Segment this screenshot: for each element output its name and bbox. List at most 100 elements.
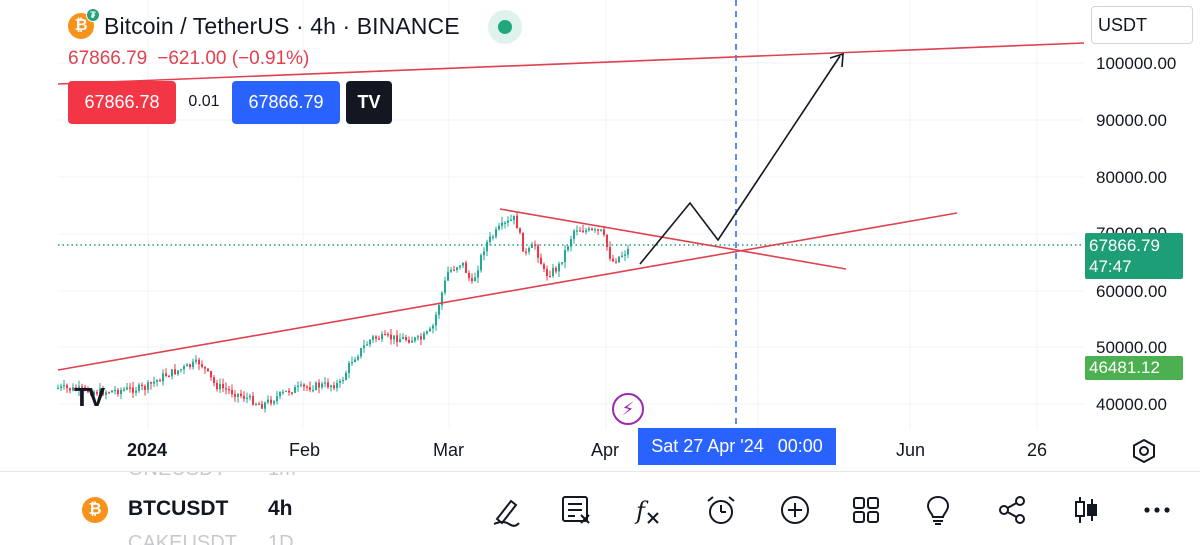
candle (543, 262, 545, 273)
candle-body (105, 392, 107, 395)
candle-body (417, 336, 419, 338)
last-price-value: 67866.79 (1089, 236, 1160, 255)
drawing-tool-button[interactable] (486, 490, 526, 530)
candle (540, 253, 542, 265)
candle (174, 364, 176, 376)
sell-button[interactable]: 67866.78 (68, 80, 176, 124)
crosshair-date-label: Sat 27 Apr '24 00:00 (638, 428, 836, 465)
candle (537, 243, 539, 263)
time-axis-label: Jun (896, 440, 926, 460)
symbol-picker-ghost-item[interactable]: CAKEUSDT (128, 532, 237, 545)
candle-body (621, 255, 623, 257)
candle-body (426, 331, 428, 334)
candle-body (507, 220, 509, 223)
timeframe-picker-ghost-item[interactable]: 1m (268, 472, 296, 481)
candle-body (216, 382, 218, 390)
candle (402, 333, 404, 340)
candlestick-series (57, 211, 629, 413)
candle-body (387, 334, 389, 336)
lightning-icon[interactable]: ⚡ (612, 393, 644, 425)
ideas-button[interactable] (918, 490, 958, 530)
candle (309, 381, 311, 393)
candle (555, 266, 557, 274)
layout-grid-icon (853, 497, 879, 523)
text-note-button[interactable] (556, 490, 596, 530)
candle (489, 231, 491, 246)
candle (570, 235, 572, 252)
candle-body (249, 395, 251, 398)
market-status-indicator[interactable] (488, 10, 522, 44)
candle (495, 226, 497, 239)
candle (462, 262, 464, 269)
candle-body (285, 390, 287, 392)
candle (438, 302, 440, 320)
candle-body (474, 277, 476, 282)
share-button[interactable] (992, 490, 1032, 530)
candle-body (504, 222, 506, 224)
buy-button[interactable]: 67866.79 (232, 80, 340, 124)
candle (246, 392, 248, 404)
candle (510, 214, 512, 222)
price-axis-label: 50000.00 (1096, 338, 1167, 357)
candle (330, 384, 332, 392)
chart-area[interactable] (0, 0, 1200, 470)
candle (90, 389, 92, 397)
candle (426, 330, 428, 336)
candle-body (171, 369, 173, 377)
candle-body (465, 262, 467, 273)
candle (120, 387, 122, 400)
candle (384, 330, 386, 336)
candle-body (522, 232, 524, 252)
more-button[interactable] (1137, 490, 1177, 530)
more-icon (1144, 507, 1170, 513)
price-axis-label: 90000.00 (1096, 111, 1167, 130)
candle (177, 370, 179, 376)
candle (219, 378, 221, 394)
add-button[interactable] (775, 490, 815, 530)
candle-body (81, 386, 83, 388)
chart-grid (58, 0, 1084, 430)
chart-settings-icon[interactable] (1131, 438, 1157, 464)
timeframe-picker-ghost-item[interactable]: 1D (268, 532, 294, 545)
candle (474, 272, 476, 282)
candle-body (582, 230, 584, 233)
candle (342, 376, 344, 385)
candle (255, 402, 257, 407)
candle-body (435, 314, 437, 326)
candle-body (384, 334, 386, 336)
candle-body (531, 244, 533, 248)
candle-body (567, 246, 569, 251)
candle (192, 358, 194, 370)
candle-body (309, 387, 311, 390)
candle-body (195, 359, 197, 362)
chart-type-button[interactable] (1066, 490, 1106, 530)
candle-body (411, 340, 413, 343)
tradingview-logo-icon[interactable]: TV (74, 382, 105, 412)
candle (483, 247, 485, 261)
broker-logo-icon[interactable]: TV (346, 80, 392, 124)
candle (183, 364, 185, 375)
currency-select[interactable]: USDT (1091, 6, 1193, 44)
candle (360, 347, 362, 359)
candle-body (63, 385, 65, 387)
candle (273, 400, 275, 406)
time-axis-label: 26 (1027, 440, 1048, 460)
layout-button[interactable] (846, 490, 886, 530)
candle (66, 383, 68, 393)
time-axis-label: Mar (433, 440, 464, 460)
candle (285, 390, 287, 393)
candle-body (366, 344, 368, 346)
symbol-selector[interactable]: BTCUSDT (128, 497, 229, 520)
candle-body (609, 247, 611, 259)
candle (486, 239, 488, 257)
candle (234, 390, 236, 402)
alert-button[interactable] (701, 490, 741, 530)
candle-body (153, 381, 155, 384)
candle (408, 336, 410, 344)
indicators-button[interactable]: f (628, 490, 668, 530)
candle-body (591, 228, 593, 230)
candle-body (204, 366, 206, 369)
price-chart[interactable] (0, 0, 1084, 470)
timeframe-selector[interactable]: 4h (268, 497, 293, 520)
symbol-picker-ghost-item[interactable]: ONEUSDT (128, 472, 226, 481)
